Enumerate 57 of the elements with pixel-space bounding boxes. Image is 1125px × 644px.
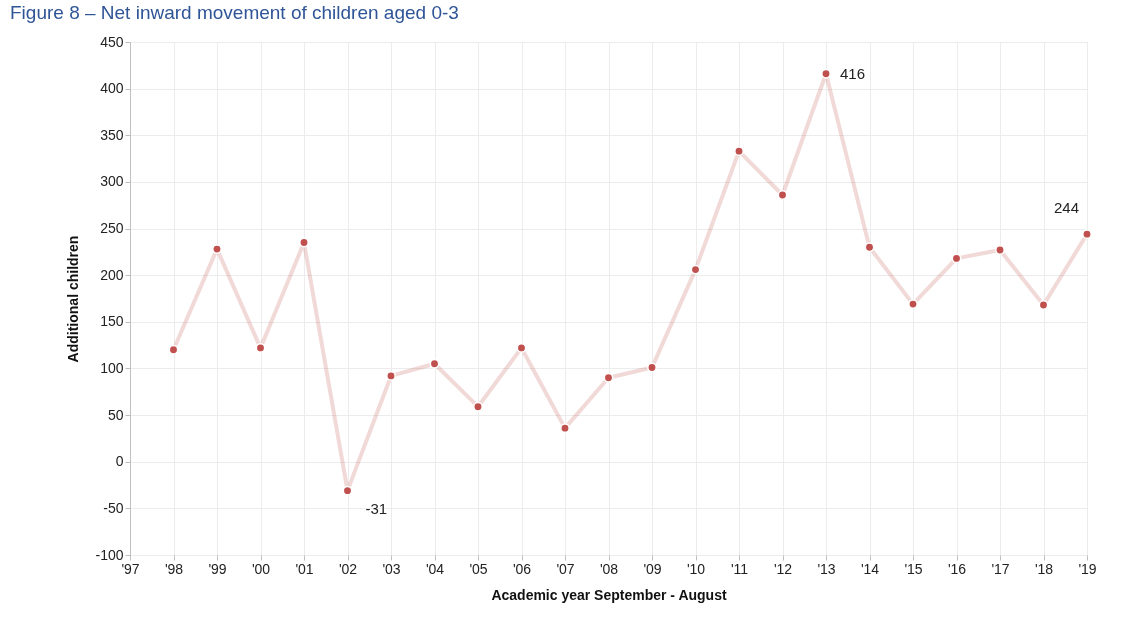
point bbox=[386, 370, 396, 381]
x-tick-label: '18 bbox=[1034, 560, 1054, 577]
y-tick-label: 400 bbox=[100, 80, 124, 97]
x-tick-label: '09 bbox=[643, 560, 662, 577]
y-tick-label: 200 bbox=[100, 266, 124, 283]
x-tick-label: '10 bbox=[686, 560, 706, 577]
point bbox=[864, 242, 875, 253]
y-tick-label: -50 bbox=[103, 499, 124, 516]
x-tick-label: '02 bbox=[338, 560, 358, 577]
x-tick-label: '99 bbox=[208, 560, 227, 577]
y-tick-label: 150 bbox=[100, 313, 124, 330]
point bbox=[429, 358, 440, 369]
point bbox=[212, 244, 222, 254]
x-tick-label: '00 bbox=[251, 560, 271, 577]
point bbox=[299, 237, 309, 248]
x-tick-label: '97 bbox=[121, 560, 140, 577]
point bbox=[603, 372, 614, 383]
chart-title: Figure 8 – Net inward movement of children aged 0-3 bbox=[10, 2, 459, 23]
y-tick-label: 300 bbox=[100, 173, 124, 190]
x-tick-label: '17 bbox=[991, 560, 1010, 577]
x-tick-label: '06 bbox=[512, 560, 532, 577]
point bbox=[951, 253, 962, 264]
point bbox=[995, 245, 1005, 255]
point bbox=[821, 68, 831, 79]
point bbox=[734, 146, 744, 157]
x-tick-label: '15 bbox=[904, 560, 923, 577]
x-tick-label: '05 bbox=[469, 560, 488, 577]
point bbox=[560, 423, 570, 434]
x-tick-label: '19 bbox=[1078, 560, 1097, 577]
y-tick-label: 450 bbox=[100, 33, 124, 50]
y-tick-label: 350 bbox=[100, 126, 124, 143]
x-tick-label: '98 bbox=[164, 560, 184, 577]
point bbox=[1082, 229, 1092, 240]
y-tick-label: 50 bbox=[107, 406, 124, 423]
point bbox=[647, 362, 657, 373]
y-tick-label: 0 bbox=[115, 453, 124, 470]
x-tick-label: '07 bbox=[556, 560, 575, 577]
x-tick-label: '14 bbox=[860, 560, 880, 577]
y-tick-label: 250 bbox=[100, 220, 124, 237]
point bbox=[908, 299, 918, 310]
y-tick-label: 100 bbox=[100, 359, 124, 376]
data-label: 416 bbox=[840, 64, 866, 82]
x-tick-label: '08 bbox=[599, 560, 619, 577]
y-tick-label: -100 bbox=[95, 546, 124, 563]
x-axis-title: Academic year September - August bbox=[491, 586, 727, 603]
point bbox=[1038, 300, 1049, 310]
x-tick-label: '11 bbox=[730, 560, 749, 577]
x-tick-label: '04 bbox=[425, 560, 445, 577]
x-tick-label: '01 bbox=[295, 560, 314, 577]
x-tick-label: '03 bbox=[382, 560, 401, 577]
data-label: 244 bbox=[1053, 199, 1079, 217]
data-label: -31 bbox=[365, 499, 388, 517]
x-tick-label: '13 bbox=[817, 560, 836, 577]
x-tick-label: '16 bbox=[947, 560, 967, 577]
y-axis-title: Additional children bbox=[65, 235, 82, 363]
point bbox=[473, 401, 483, 412]
x-tick-label: '12 bbox=[773, 560, 793, 577]
